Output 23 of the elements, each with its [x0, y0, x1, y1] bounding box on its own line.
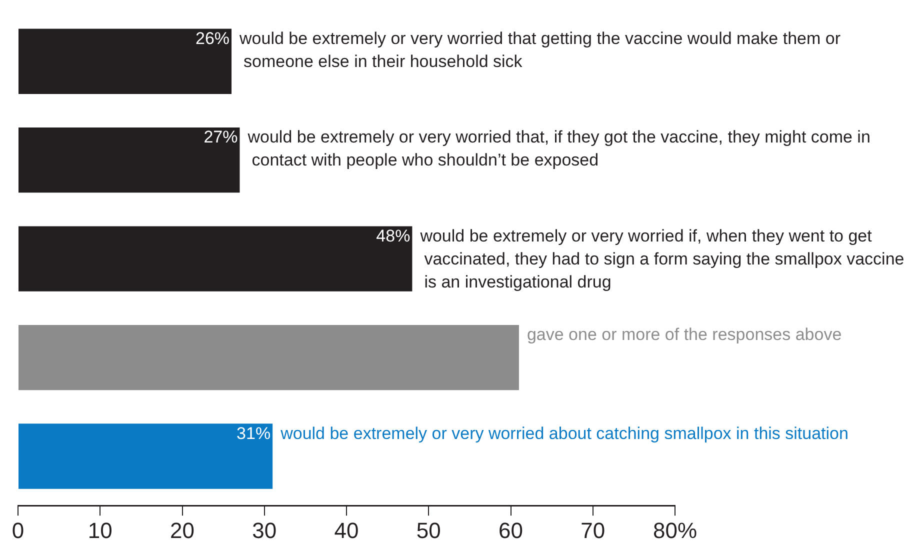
data-label: 27% [204, 128, 238, 147]
x-tick-label: 40 [334, 518, 359, 543]
x-tick-label: 60 [498, 518, 523, 543]
x-tick-label: 70 [580, 518, 606, 543]
x-tick-label: 20 [170, 518, 194, 543]
y-tick-label: would be extremely or very worried about catching smallpox in this situation [280, 424, 848, 443]
y-tick-label: would be extremely or very worried that, if they got the vaccine, they might come in contact with people who shouldn’t be exposed [246, 128, 870, 170]
x-tick-label: 80% [652, 518, 698, 543]
bar [18, 424, 273, 489]
y-tick-label: would be extremely or very worried that getting the vaccine would make them or someone else in their household sick [238, 28, 841, 71]
bar [18, 28, 232, 94]
bar [18, 226, 412, 292]
x-tick-label: 0 [12, 518, 24, 543]
x-tick-label: 30 [252, 518, 277, 543]
data-label: 48% [376, 226, 410, 246]
y-tick-label: gave one or more of the responses above [526, 325, 842, 344]
x-tick-label: 50 [416, 518, 441, 543]
data-label: 26% [195, 28, 230, 48]
x-tick-label: 10 [88, 518, 112, 543]
bar [18, 128, 240, 193]
bar [18, 324, 519, 390]
data-label: 31% [236, 424, 271, 443]
y-tick-label: would be extremely or very worried if, when they went to get vaccinated, they had to sign a form saying the smallpox vaccine is an investigational drug [419, 226, 904, 292]
